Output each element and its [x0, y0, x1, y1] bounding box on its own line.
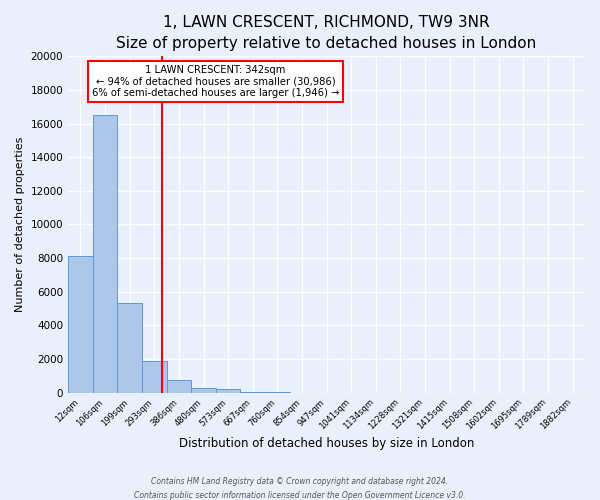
Bar — [216, 389, 241, 392]
Bar — [93, 115, 118, 392]
Bar — [118, 304, 142, 392]
Bar — [142, 362, 167, 392]
X-axis label: Distribution of detached houses by size in London: Distribution of detached houses by size … — [179, 437, 474, 450]
Bar — [167, 380, 191, 392]
Bar — [191, 388, 216, 392]
Title: 1, LAWN CRESCENT, RICHMOND, TW9 3NR
Size of property relative to detached houses: 1, LAWN CRESCENT, RICHMOND, TW9 3NR Size… — [116, 15, 537, 51]
Bar — [68, 256, 93, 392]
Y-axis label: Number of detached properties: Number of detached properties — [15, 137, 25, 312]
Text: 1 LAWN CRESCENT: 342sqm
← 94% of detached houses are smaller (30,986)
6% of semi: 1 LAWN CRESCENT: 342sqm ← 94% of detache… — [92, 64, 339, 98]
Text: Contains HM Land Registry data © Crown copyright and database right 2024.
Contai: Contains HM Land Registry data © Crown c… — [134, 478, 466, 500]
